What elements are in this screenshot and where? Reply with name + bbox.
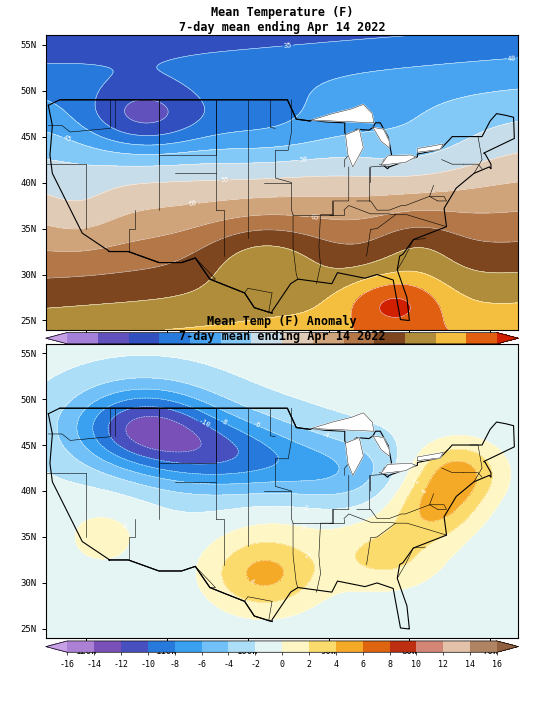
Text: -10: -10 — [197, 418, 211, 430]
Polygon shape — [417, 144, 443, 152]
Text: -2: -2 — [301, 505, 309, 511]
Text: 60: 60 — [188, 201, 198, 207]
Polygon shape — [417, 452, 443, 461]
PathPatch shape — [497, 641, 518, 652]
PathPatch shape — [46, 333, 68, 344]
Polygon shape — [346, 437, 363, 475]
Text: 65: 65 — [310, 214, 319, 221]
Polygon shape — [381, 155, 416, 165]
Text: 50: 50 — [299, 157, 308, 163]
Polygon shape — [373, 128, 389, 147]
Text: 40: 40 — [508, 55, 517, 62]
Text: 4: 4 — [248, 578, 255, 586]
Text: 0: 0 — [120, 523, 127, 530]
Title: Mean Temp (F) Anomaly
7-day mean ending Apr 14 2022: Mean Temp (F) Anomaly 7-day mean ending … — [179, 315, 386, 342]
Text: 55: 55 — [220, 177, 229, 183]
PathPatch shape — [46, 641, 68, 652]
Polygon shape — [312, 104, 374, 123]
Text: 0: 0 — [300, 524, 306, 530]
Text: 45: 45 — [62, 135, 72, 143]
Text: -6: -6 — [252, 420, 261, 430]
Text: 35: 35 — [283, 43, 292, 49]
Text: -4: -4 — [320, 431, 330, 440]
Title: Mean Temperature (F)
7-day mean ending Apr 14 2022: Mean Temperature (F) 7-day mean ending A… — [179, 6, 386, 34]
Polygon shape — [346, 129, 363, 167]
Text: 2: 2 — [303, 552, 310, 559]
Text: -8: -8 — [218, 418, 228, 427]
Text: 4: 4 — [421, 489, 428, 495]
Polygon shape — [312, 413, 374, 431]
Text: 2: 2 — [413, 478, 420, 485]
PathPatch shape — [497, 333, 518, 344]
Polygon shape — [381, 464, 416, 474]
Polygon shape — [373, 436, 389, 456]
